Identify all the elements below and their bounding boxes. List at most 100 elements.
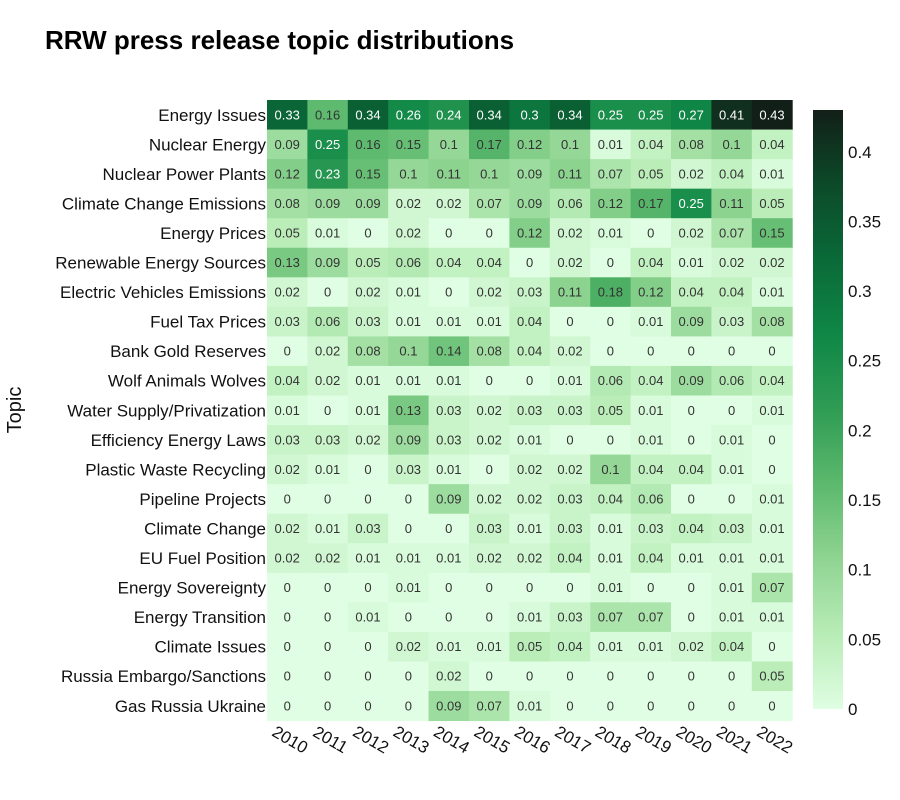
heatmap-cell	[671, 602, 712, 633]
cell-value-label: 0	[405, 491, 412, 506]
cell-value-label: 0.33	[275, 107, 300, 122]
cell-value-label: 0.02	[517, 551, 542, 566]
cell-value-label: 0.02	[477, 285, 502, 300]
cell-value-label: 0.09	[436, 491, 461, 506]
heatmap-cell	[549, 661, 591, 692]
cell-value-label: 0	[647, 225, 654, 240]
row-label: Pipeline Projects	[139, 490, 266, 509]
cell-value-label: 0	[324, 285, 331, 300]
heatmap-cell	[428, 602, 470, 633]
cell-value-label: 0.04	[517, 314, 542, 329]
cell-value-label: 0.03	[557, 491, 582, 506]
heatmap-cell	[751, 454, 793, 485]
heatmap-cell	[630, 513, 672, 544]
heatmap-cell	[711, 218, 753, 249]
heatmap-cell	[428, 513, 470, 544]
heatmap-cell	[671, 395, 712, 426]
heatmap-cell	[509, 484, 551, 515]
cell-value-label: 0	[647, 344, 654, 359]
heatmap-cell	[671, 100, 712, 131]
cell-value-label: 0.09	[396, 432, 421, 447]
cell-value-label: 0	[445, 610, 452, 625]
heatmap-cell	[347, 513, 389, 544]
heatmap-cell	[307, 395, 349, 426]
row-label: Plastic Waste Recycling	[85, 460, 266, 479]
heatmap-cell	[630, 631, 672, 662]
cell-value-label: 0	[607, 698, 614, 713]
cell-value-label: 0.03	[638, 521, 663, 536]
heatmap-cell	[509, 425, 551, 456]
cell-value-label: 0.25	[598, 107, 623, 122]
cell-value-label: 0	[364, 225, 371, 240]
col-label: 2019	[632, 722, 674, 757]
col-label: 2013	[390, 722, 432, 757]
cell-value-label: 0.04	[638, 551, 663, 566]
heatmap-cell	[428, 661, 470, 692]
cell-value-label: 0	[364, 491, 371, 506]
cell-value-label: 0.02	[679, 639, 704, 654]
col-label: 2011	[310, 722, 351, 757]
heatmap-cell	[469, 454, 510, 485]
heatmap-cell	[711, 691, 753, 722]
heatmap-cell	[711, 365, 753, 396]
cell-value-label: 0.04	[679, 285, 704, 300]
heatmap-cell	[428, 631, 470, 662]
cell-value-label: 0.01	[638, 403, 663, 418]
heatmap-cell	[388, 572, 430, 603]
cell-value-label: 0.01	[436, 314, 461, 329]
cell-value-label: 0.06	[557, 196, 582, 211]
heatmap-cell	[267, 100, 308, 131]
col-label: 2012	[350, 722, 392, 757]
heatmap-cell	[469, 159, 510, 190]
cell-value-label: 0.02	[315, 551, 340, 566]
heatmap-cell	[751, 218, 793, 249]
cell-value-label: 0	[688, 403, 695, 418]
cell-value-label: 0.34	[477, 107, 502, 122]
heatmap-cell	[388, 602, 430, 633]
heatmap-cell	[549, 425, 591, 456]
cell-value-label: 0.01	[759, 491, 784, 506]
cell-value-label: 0.1	[601, 462, 619, 477]
heatmap-cell	[509, 218, 551, 249]
cell-value-label: 0.02	[557, 255, 582, 270]
cell-value-label: 0.01	[315, 462, 340, 477]
cell-value-label: 0.04	[275, 373, 300, 388]
heatmap-cell	[307, 129, 349, 160]
cell-value-label: 0	[647, 669, 654, 684]
cell-value-label: 0.06	[719, 373, 744, 388]
cell-value-label: 0.04	[638, 462, 663, 477]
heatmap-cell	[751, 572, 793, 603]
row-label: Efficiency Energy Laws	[91, 431, 266, 450]
cell-value-label: 0	[405, 610, 412, 625]
cell-value-label: 0	[728, 669, 735, 684]
heatmap-cell	[267, 218, 308, 249]
row-label: Water Supply/Privatization	[67, 401, 266, 420]
heatmap-cell	[267, 395, 308, 426]
heatmap-cell	[630, 425, 672, 456]
cell-value-label: 0.09	[517, 196, 542, 211]
cell-value-label: 0.07	[719, 225, 744, 240]
row-label: Energy Sovereignty	[118, 579, 267, 598]
heatmap-cell	[307, 100, 349, 131]
heatmap-cell	[630, 188, 672, 219]
heatmap-cell	[267, 247, 308, 278]
cell-value-label: 0.02	[315, 373, 340, 388]
heatmap-cell	[630, 277, 672, 308]
cell-value-label: 0.27	[679, 107, 704, 122]
cell-value-label: 0.01	[315, 225, 340, 240]
heatmap-cell	[671, 572, 712, 603]
heatmap-cell	[307, 661, 349, 692]
row-label: Climate Change	[144, 519, 266, 538]
cell-value-label: 0.06	[598, 373, 623, 388]
heatmap-cell	[267, 691, 308, 722]
cell-value-label: 0.01	[638, 432, 663, 447]
heatmap-cell	[630, 159, 672, 190]
heatmap-cell	[671, 454, 712, 485]
heatmap-cell	[307, 572, 349, 603]
cell-value-label: 0	[284, 669, 291, 684]
heatmap-cell	[590, 484, 632, 515]
heatmap-cell	[267, 543, 308, 574]
heatmap-cell	[671, 513, 712, 544]
cell-value-label: 0.03	[719, 314, 744, 329]
cell-value-label: 0.04	[517, 344, 542, 359]
